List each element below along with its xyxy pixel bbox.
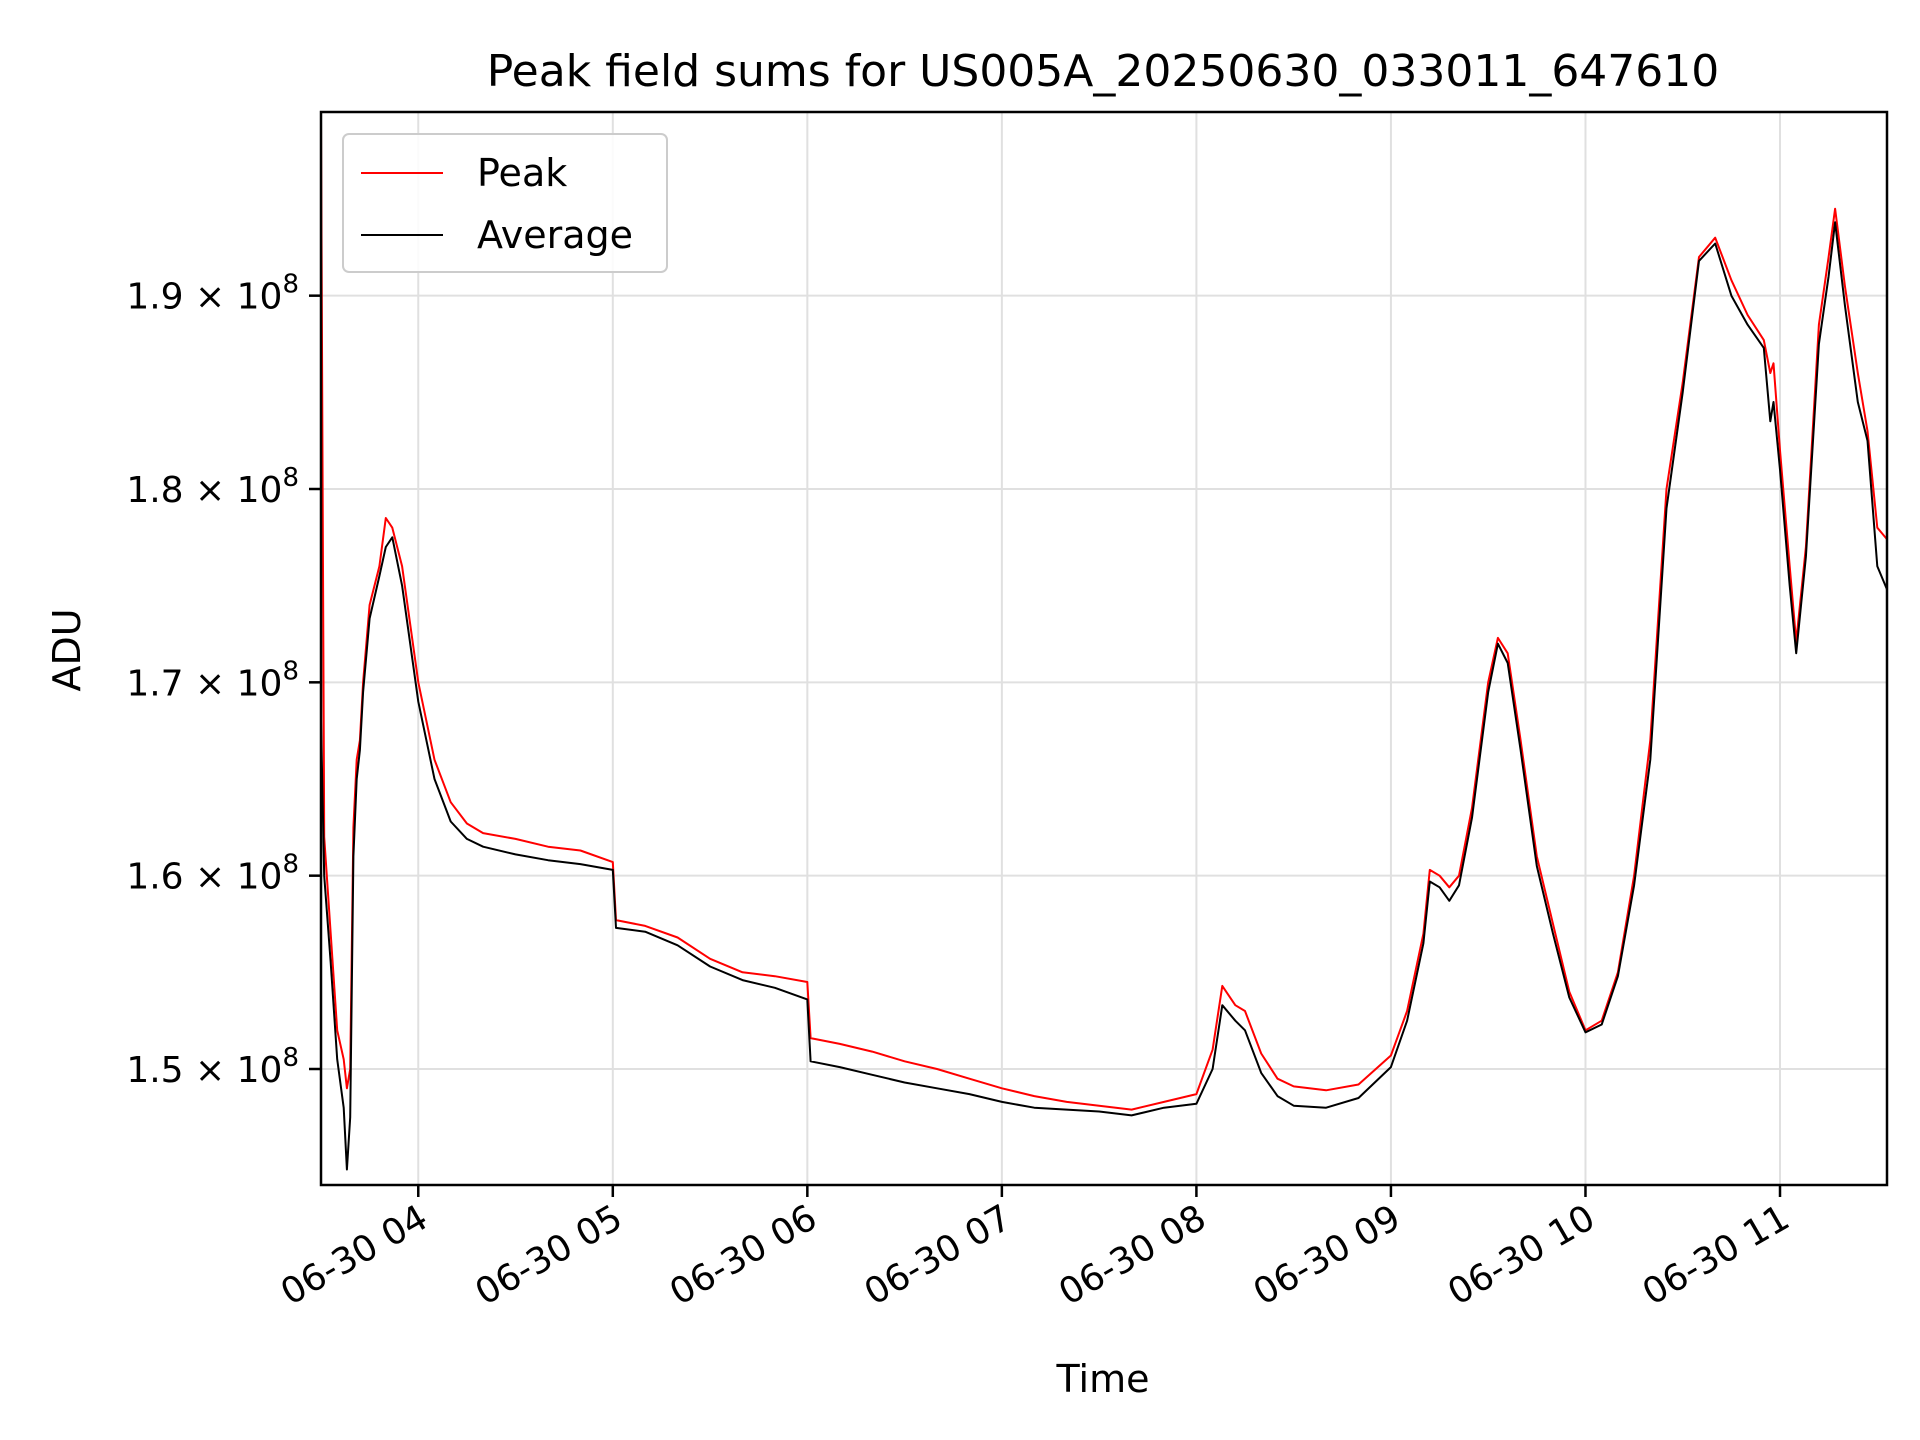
y-tick-label: 1.7 × 108 [126, 656, 299, 704]
legend-label: Average [477, 213, 633, 257]
legend-label: Peak [477, 151, 567, 195]
y-tick-label: 1.8 × 108 [126, 463, 299, 511]
legend: Peak Average [342, 133, 668, 273]
series-layer [321, 121, 1887, 1171]
y-axis: 1.5 × 108 1.6 × 108 1.7 × 108 1.8 × 108 1.9 … [126, 270, 321, 1091]
plot-frame [319, 110, 1889, 1187]
y-tick-label: 1.5 × 108 [126, 1043, 299, 1091]
y-tick-label: 1.6 × 108 [126, 850, 299, 898]
legend-box [342, 133, 668, 273]
grid [321, 112, 1887, 1185]
x-axis-label: Time [1056, 1357, 1150, 1401]
series-line-average [321, 221, 1887, 1171]
y-tick-label: 1.9 × 108 [126, 270, 299, 318]
series-line-peak [321, 121, 1887, 1111]
y-axis-label: ADU [45, 608, 89, 691]
chart-title: Peak field sums for US005A_20250630_0330… [487, 46, 1720, 97]
